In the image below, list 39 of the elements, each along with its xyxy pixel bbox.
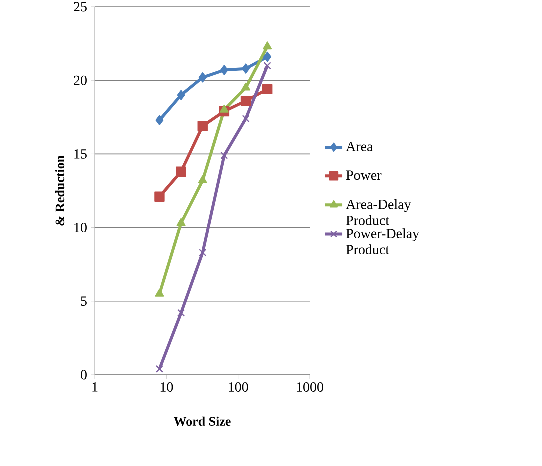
point: [198, 176, 208, 184]
point: [176, 166, 186, 177]
point: [198, 72, 207, 83]
point: [156, 365, 164, 373]
point: [155, 288, 164, 297]
point: [176, 218, 186, 226]
y-tick-label: 25: [74, 2, 87, 12]
point: [242, 82, 251, 91]
y-tick-label: 0: [81, 370, 87, 380]
y-tick-label: 5: [81, 296, 87, 306]
point: [263, 42, 272, 50]
x-tick-label: 1: [92, 382, 98, 392]
point: [240, 96, 252, 106]
point: [262, 84, 273, 95]
x-tick-label: 100: [229, 382, 248, 392]
legend-label: Area-Delay Product: [346, 199, 412, 226]
point: [220, 152, 228, 160]
y-tick-label: 10: [74, 223, 87, 233]
point: [199, 249, 207, 257]
point: [242, 115, 250, 123]
point: [178, 309, 186, 317]
point: [242, 64, 250, 74]
point: [220, 104, 229, 113]
point: [220, 65, 228, 76]
point: [198, 121, 208, 132]
legend-label: Power: [346, 170, 382, 180]
x-tick-label: 1000: [297, 382, 324, 392]
point: [154, 192, 165, 202]
point: [264, 52, 272, 62]
point: [156, 115, 164, 126]
y-axis-title: & Reduction: [55, 156, 65, 226]
y-tick-label: 20: [74, 76, 87, 86]
point: [177, 90, 186, 100]
x-tick-label: 10: [160, 382, 174, 392]
legend-label: Area: [346, 142, 374, 152]
x-axis-title: Word Size: [174, 416, 231, 426]
point: [264, 62, 272, 70]
legend-label: Power-Delay Product: [346, 228, 420, 255]
y-tick-label: 15: [74, 149, 87, 159]
